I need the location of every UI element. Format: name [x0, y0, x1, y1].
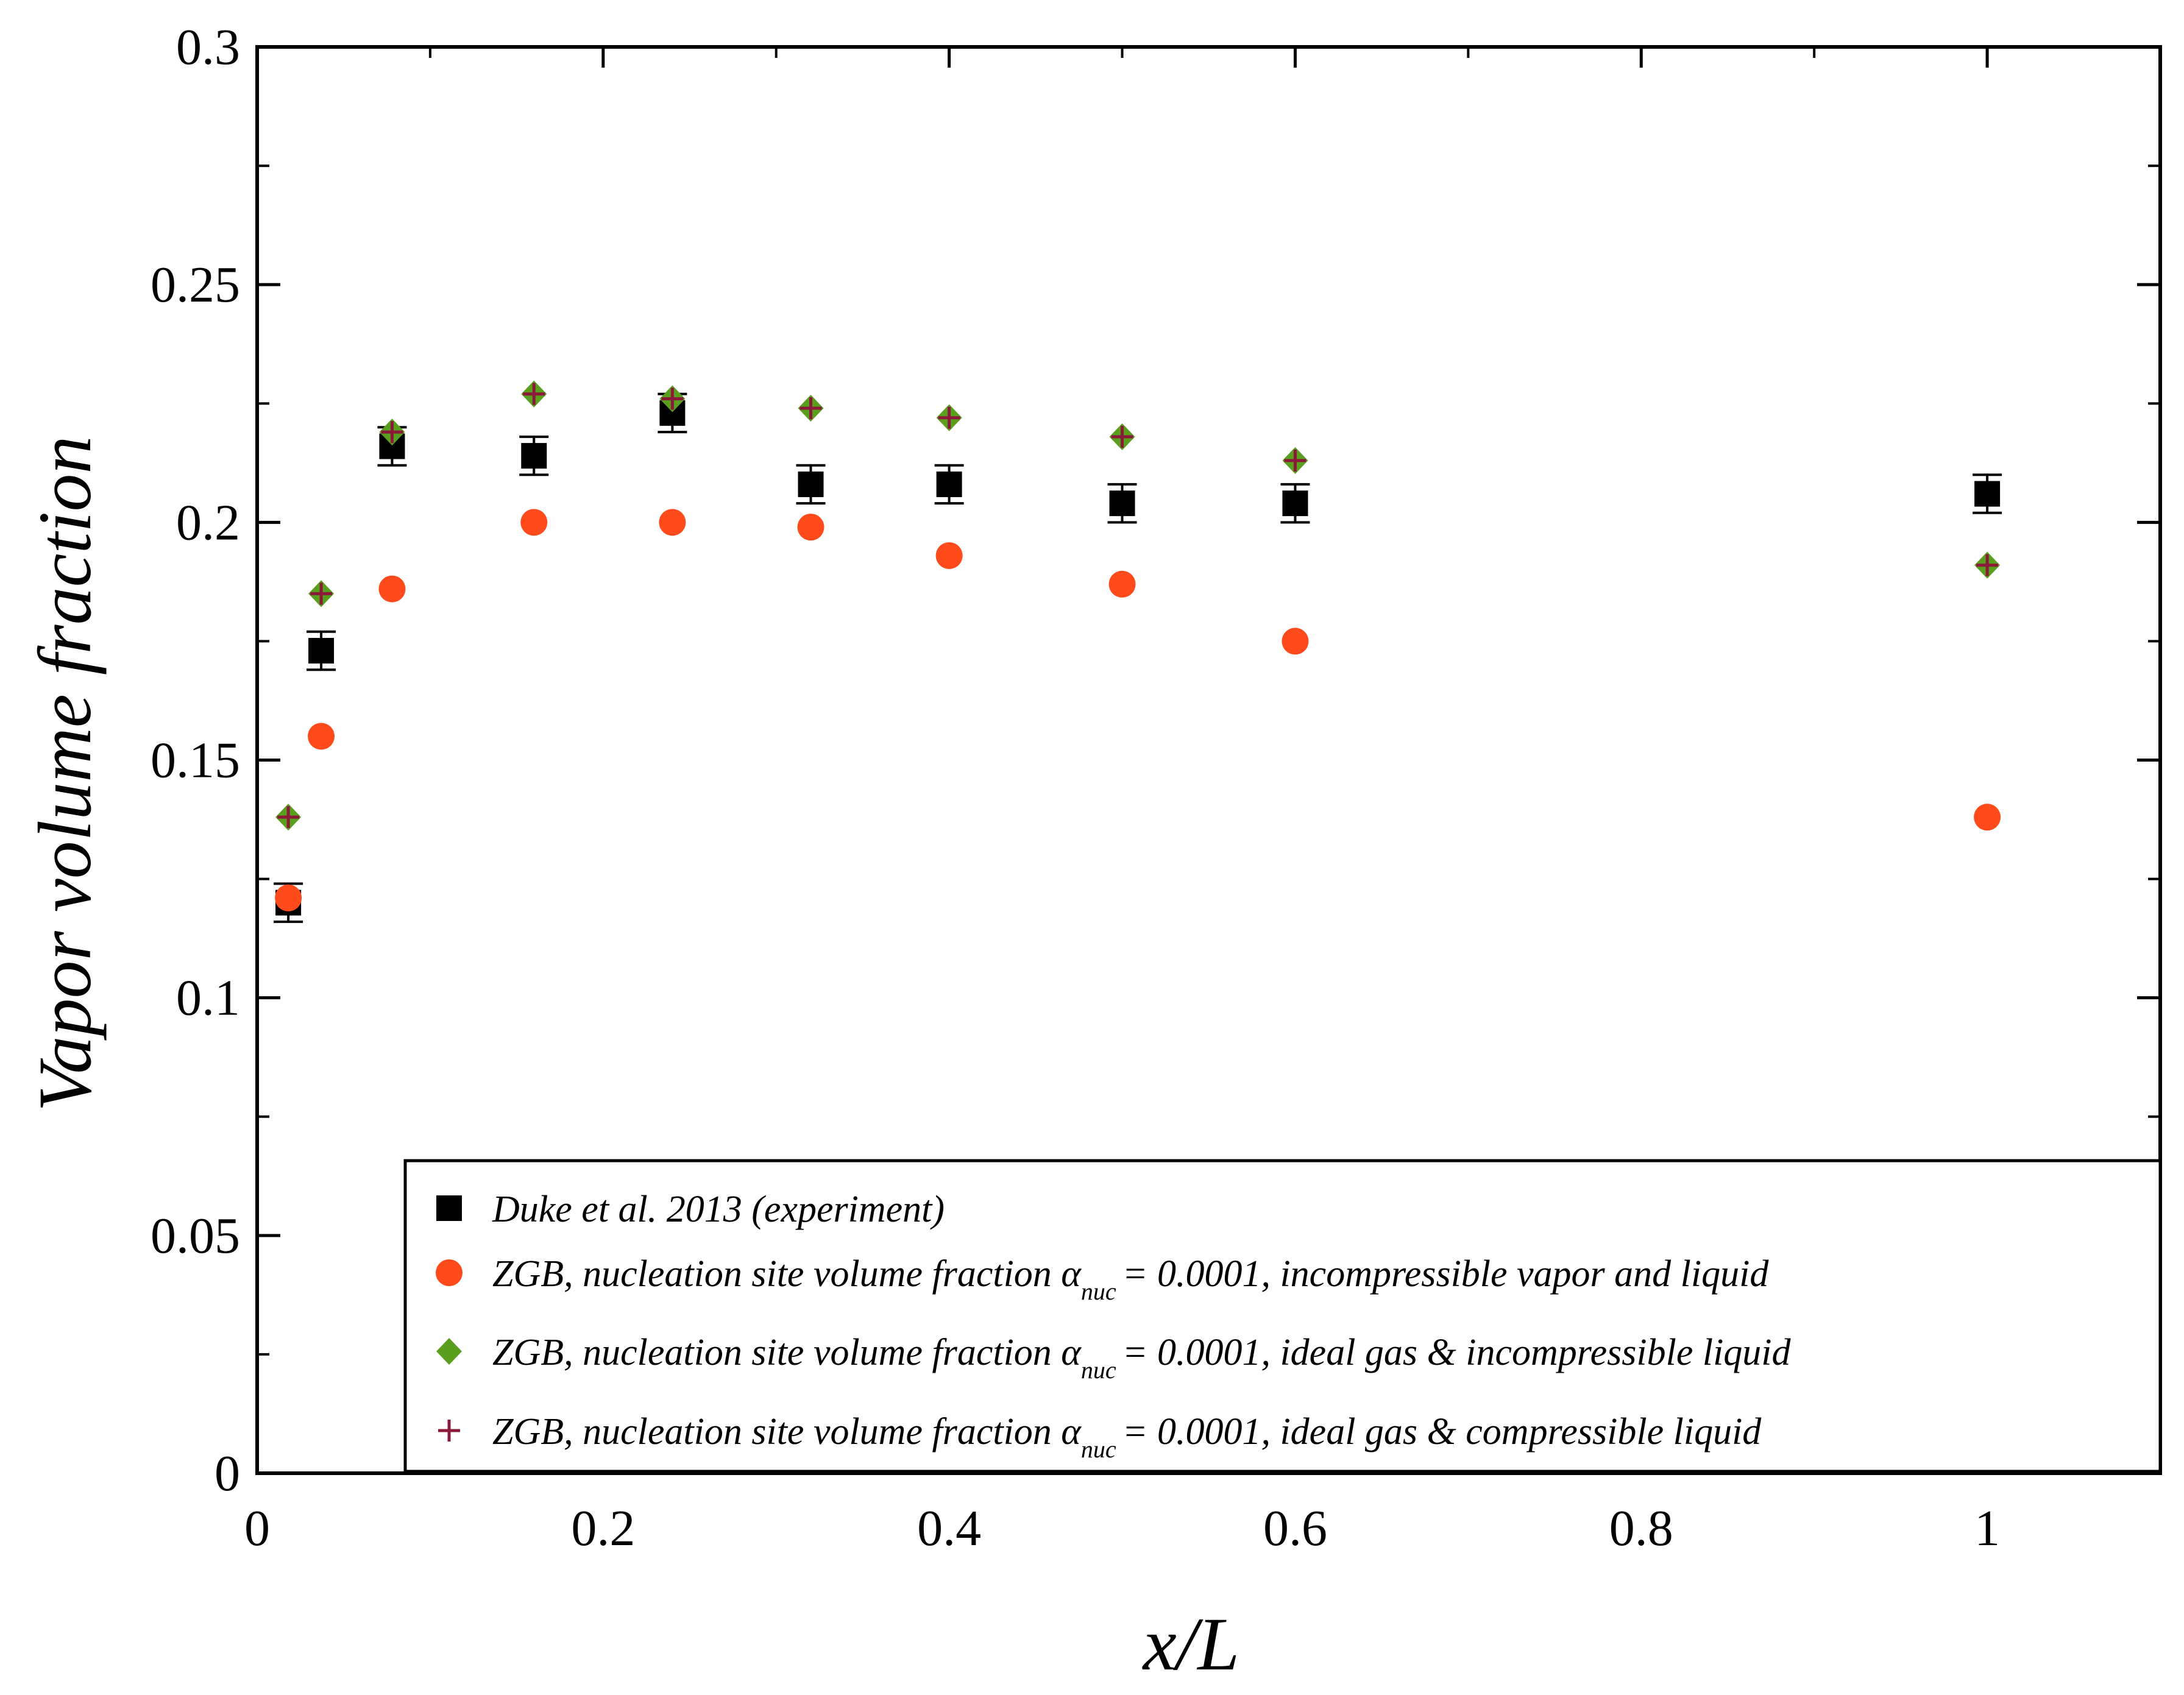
data-point — [1282, 628, 1309, 655]
legend-marker — [436, 1338, 462, 1365]
legend-label: ZGB, nucleation site volume fraction αnu… — [492, 1332, 1792, 1384]
x-tick-label: 0.4 — [917, 1500, 981, 1557]
legend-label: ZGB, nucleation site volume fraction αnu… — [492, 1253, 1769, 1305]
data-point — [520, 509, 548, 536]
y-tick-label: 0 — [214, 1445, 240, 1502]
x-axis-title: x/L — [1142, 1602, 1239, 1686]
data-point — [938, 406, 960, 429]
legend-marker — [436, 1195, 462, 1221]
series-0 — [274, 392, 2002, 923]
data-point — [798, 471, 824, 497]
data-point — [797, 514, 824, 541]
data-point — [277, 806, 300, 829]
x-tick-label: 0.6 — [1263, 1500, 1327, 1557]
data-point — [1974, 481, 2001, 507]
data-point — [800, 397, 822, 420]
legend: Duke et al. 2013 (experiment) ZGB, nuclea… — [403, 1159, 2162, 1473]
data-point — [523, 383, 545, 405]
series-3 — [277, 383, 1999, 829]
data-point — [1284, 449, 1306, 472]
x-tick-label: 0 — [244, 1500, 270, 1557]
x-tick-label: 1 — [1974, 1500, 2000, 1557]
legend-marker — [438, 1420, 460, 1442]
y-axis-title: Vapor volume fraction — [23, 436, 107, 1112]
legend-box — [403, 1159, 2162, 1473]
y-tick-label: 0.05 — [151, 1208, 240, 1264]
data-point — [521, 443, 547, 469]
y-tick-label: 0.3 — [176, 19, 240, 76]
x-tick-label: 0.8 — [1609, 1500, 1673, 1557]
data-point — [381, 421, 403, 444]
data-point — [1109, 490, 1135, 517]
data-point — [308, 723, 335, 750]
x-tick-label: 0.2 — [571, 1500, 635, 1557]
legend-marker — [436, 1259, 463, 1286]
data-point — [936, 471, 962, 497]
data-point — [310, 582, 333, 605]
data-point — [308, 638, 335, 664]
data-point — [935, 542, 963, 569]
data-point — [1974, 804, 2001, 831]
data-point — [1282, 490, 1308, 517]
data-point — [1976, 554, 1999, 576]
y-tick-label: 0.25 — [151, 257, 240, 313]
legend-label: ZGB, nucleation site volume fraction αnu… — [492, 1411, 1762, 1463]
data-point — [661, 387, 684, 410]
series-1 — [275, 509, 2001, 911]
axes: 0 0.2 0.4 0.6 0.8 1 0 0.05 0.1 0.15 0.2 0.25 0.3 — [151, 19, 2162, 1557]
data-point — [275, 884, 302, 911]
data-point — [659, 509, 686, 536]
data-point — [1108, 570, 1136, 598]
y-tick-label: 0.1 — [176, 970, 240, 1027]
data-markers — [274, 380, 2002, 923]
legend-label: Duke et al. 2013 (experiment) — [492, 1189, 945, 1230]
data-point — [378, 575, 406, 603]
data-point — [1111, 425, 1133, 448]
y-tick-label: 0.15 — [151, 732, 240, 789]
y-tick-label: 0.2 — [176, 494, 240, 551]
